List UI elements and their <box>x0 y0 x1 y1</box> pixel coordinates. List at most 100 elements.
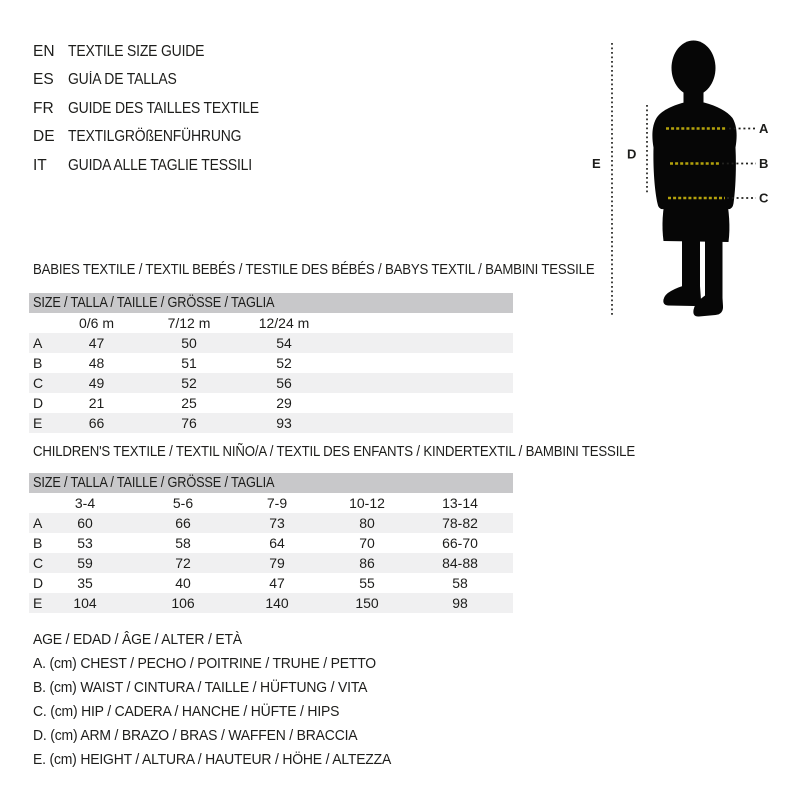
table-row-c: C 59 72 79 86 84-88 <box>29 553 513 573</box>
language-row-es: ES GUÍA DE TALLAS <box>33 66 280 94</box>
cell: 66 <box>59 413 134 433</box>
cell: 58 <box>452 575 468 591</box>
language-row-fr: FR GUIDE DES TAILLES TEXTILE <box>33 95 280 123</box>
cell: 48 <box>88 355 105 371</box>
language-code: DE <box>33 128 55 146</box>
children-size-header-bar: SIZE / TALLA / TAILLE / GRÖSSE / TAGLIA <box>29 473 513 493</box>
table-row-e: E 104 106 140 150 98 <box>29 593 513 613</box>
language-code: FR <box>33 99 54 117</box>
row-label: A <box>29 333 59 353</box>
cell: 58 <box>175 535 191 551</box>
language-title: TEXTILGRÖßENFÜHRUNG <box>68 128 242 146</box>
cell: 53 <box>77 535 93 551</box>
language-title: GUIDA ALLE TAGLIE TESSILI <box>68 156 252 174</box>
cell: 52 <box>134 373 244 393</box>
column-header: 12/24 m <box>258 315 310 331</box>
cell: 70 <box>359 535 375 551</box>
table-row-a: A 47 50 54 <box>29 333 513 353</box>
legend-line-hip: C. (cm) HIP / CADERA / HANCHE / HÜFTE / … <box>33 703 340 720</box>
cell: 79 <box>255 553 299 573</box>
column-header: 0/6 m <box>78 315 114 331</box>
table-row-b: B 53 58 64 70 66-70 <box>29 533 513 553</box>
cell: 98 <box>435 593 485 613</box>
legend-line-arm: D. (cm) ARM / BRAZO / BRAS / WAFFEN / BR… <box>33 727 358 744</box>
child-measurement-figure: A B C D E <box>592 40 769 317</box>
cell: 66-70 <box>442 535 478 551</box>
children-section-title: CHILDREN'S TEXTILE / TEXTIL NIÑO/A / TEX… <box>33 443 635 460</box>
language-title-list: EN TEXTILE SIZE GUIDE ES GUÍA DE TALLAS … <box>33 38 280 180</box>
cell: 80 <box>299 513 435 533</box>
row-label: D <box>33 575 44 591</box>
table-row-e: E 66 76 93 <box>29 413 513 433</box>
cell: 73 <box>255 513 299 533</box>
column-header: 7/12 m <box>167 315 211 331</box>
cell: 150 <box>299 593 435 613</box>
legend-line-height: E. (cm) HEIGHT / ALTURA / HAUTEUR / HÖHE… <box>33 751 392 768</box>
cell: 47 <box>59 333 134 353</box>
cell: 47 <box>269 575 285 591</box>
language-title: GUIDE DES TAILLES TEXTILE <box>68 99 259 117</box>
row-label: B <box>33 355 43 371</box>
measure-label-d: D <box>627 147 636 162</box>
cell: 76 <box>134 413 244 433</box>
cell: 55 <box>359 575 375 591</box>
table-row-d: D 21 25 29 <box>29 393 513 413</box>
row-label: A <box>29 513 59 533</box>
cell: 49 <box>59 373 134 393</box>
legend-line-chest: A. (cm) CHEST / PECHO / POITRINE / TRUHE… <box>33 655 376 672</box>
row-label: D <box>33 395 44 411</box>
row-label: E <box>29 593 59 613</box>
language-code: IT <box>33 156 47 174</box>
cell: 64 <box>269 535 285 551</box>
cell: 84-88 <box>435 553 485 573</box>
cell: 50 <box>134 333 244 353</box>
legend-line-age: AGE / EDAD / ÂGE / ALTER / ETÀ <box>33 631 242 648</box>
babies-size-header-bar: SIZE / TALLA / TAILLE / GRÖSSE / TAGLIA <box>29 293 513 313</box>
cell: 72 <box>111 553 255 573</box>
table-row-d: D 35 40 47 55 58 <box>29 573 513 593</box>
children-size-table: 3-4 5-6 7-9 10-12 13-14 A 60 66 73 80 78… <box>29 493 513 613</box>
language-row-de: DE TEXTILGRÖßENFÜHRUNG <box>33 123 280 151</box>
children-column-header-row: 3-4 5-6 7-9 10-12 13-14 <box>29 493 513 513</box>
cell: 52 <box>276 355 292 371</box>
measure-label-c: C <box>759 191 769 206</box>
cell: 54 <box>244 333 324 353</box>
cell: 40 <box>175 575 191 591</box>
cell: 35 <box>77 575 93 591</box>
legend-line-waist: B. (cm) WAIST / CINTURA / TAILLE / HÜFTU… <box>33 679 368 696</box>
cell: 59 <box>59 553 111 573</box>
cell: 60 <box>59 513 111 533</box>
language-title: TEXTILE SIZE GUIDE <box>68 43 205 60</box>
cell: 78-82 <box>435 513 485 533</box>
row-label: E <box>29 413 59 433</box>
column-header: 5-6 <box>172 495 194 511</box>
language-row-en: EN TEXTILE SIZE GUIDE <box>33 38 280 66</box>
measurement-legend: AGE / EDAD / ÂGE / ALTER / ETÀ A. (cm) C… <box>33 628 418 772</box>
babies-section-title: BABIES TEXTILE / TEXTIL BEBÉS / TESTILE … <box>33 261 595 278</box>
column-header: 3-4 <box>74 495 96 511</box>
language-title: GUÍA DE TALLAS <box>68 71 177 89</box>
language-row-it: IT GUIDA ALLE TAGLIE TESSILI <box>33 152 280 180</box>
row-label: C <box>29 553 59 573</box>
column-header: 7-9 <box>266 495 288 511</box>
cell: 56 <box>244 373 324 393</box>
column-header: 13-14 <box>442 495 478 511</box>
cell: 106 <box>111 593 255 613</box>
babies-size-table: 0/6 m 7/12 m 12/24 m A 47 50 54 B 48 51 … <box>29 313 513 433</box>
cell: 29 <box>276 395 292 411</box>
table-row-a: A 60 66 73 80 78-82 <box>29 513 513 533</box>
row-label: C <box>29 373 59 393</box>
language-code: ES <box>33 71 54 89</box>
measure-label-e: E <box>592 156 601 171</box>
language-code: EN <box>33 43 55 60</box>
cell: 93 <box>244 413 324 433</box>
row-label: B <box>33 535 43 551</box>
measure-label-a: A <box>759 121 769 136</box>
table-row-c: C 49 52 56 <box>29 373 513 393</box>
cell: 21 <box>88 395 105 411</box>
cell: 140 <box>255 593 299 613</box>
measure-label-b: B <box>759 156 768 171</box>
cell: 25 <box>181 395 197 411</box>
cell: 66 <box>111 513 255 533</box>
